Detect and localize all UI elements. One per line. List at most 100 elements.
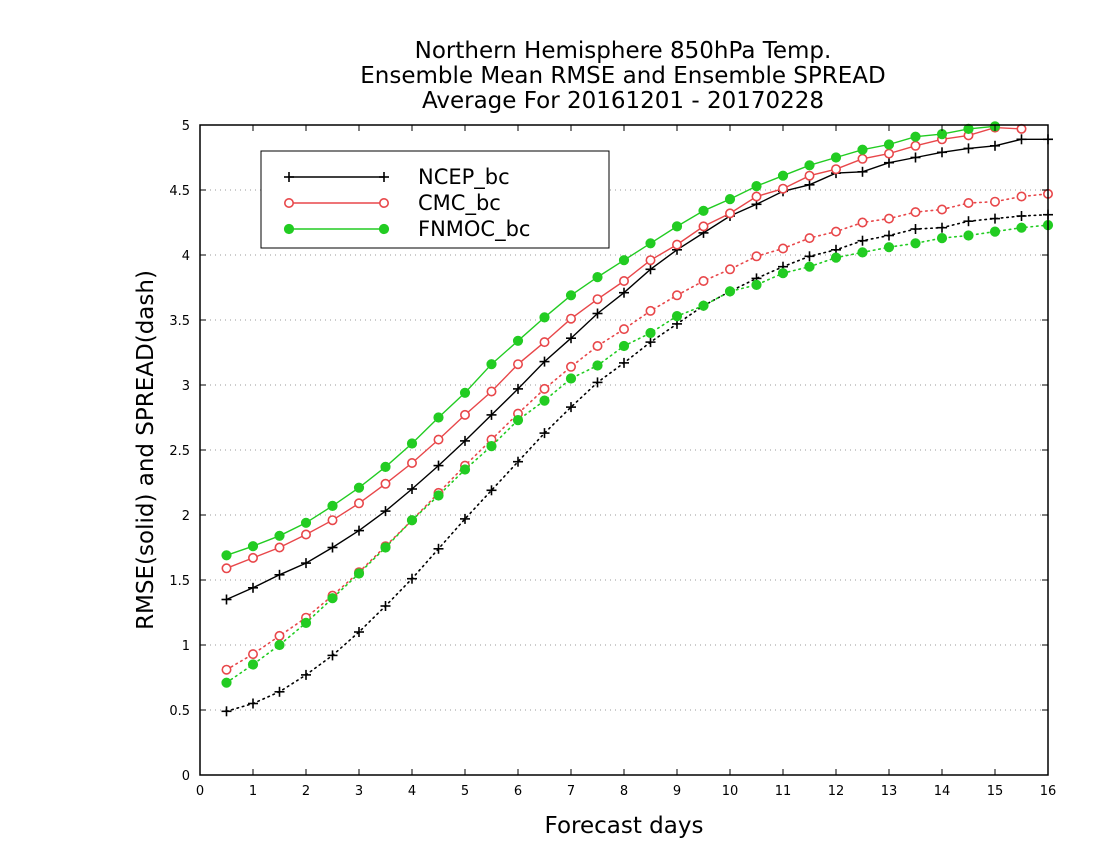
rmse-point-NCEP_bc	[513, 383, 523, 394]
spread-point-CMC_bc	[883, 213, 894, 224]
spread-point-CMC_bc	[274, 630, 285, 641]
rmse-point-NCEP_bc	[937, 147, 947, 158]
spread-point-FNMOC_bc	[857, 247, 868, 258]
spread-point-CMC_bc	[1016, 191, 1027, 202]
spread-point-CMC_bc	[777, 243, 788, 254]
spread-point-FNMOC_bc	[353, 568, 365, 579]
rmse-point-FNMOC_bc	[698, 205, 709, 216]
rmse-point-CMC_bc	[830, 164, 841, 175]
rmse-point-NCEP_bc	[221, 594, 232, 605]
spread-point-FNMOC_bc	[830, 252, 842, 263]
spread-point-FNMOC_bc	[247, 659, 259, 670]
rmse-point-CMC_bc	[804, 170, 815, 181]
rmse-point-CMC_bc	[565, 313, 576, 324]
spread-point-CMC_bc	[592, 340, 603, 351]
rmse-point-CMC_bc	[1016, 123, 1027, 134]
spread-point-CMC_bc	[565, 361, 576, 372]
spread-point-NCEP_bc	[884, 230, 894, 241]
x-tick-label: 1	[249, 784, 257, 799]
spread-point-CMC_bc	[645, 305, 656, 316]
legend-marker	[284, 172, 294, 182]
rmse-point-CMC_bc	[777, 183, 788, 194]
spread-point-FNMOC_bc	[883, 242, 895, 253]
y-tick-label: 3	[182, 379, 190, 394]
spread-point-NCEP_bc	[301, 669, 311, 680]
spread-point-FNMOC_bc	[777, 268, 789, 279]
legend-item-FNMOC_bc: FNMOC_bc	[283, 217, 530, 242]
spread-point-FNMOC_bc	[221, 677, 232, 688]
rmse-point-NCEP_bc	[327, 542, 338, 553]
x-tick-label: 10	[722, 784, 739, 799]
rmse-point-FNMOC_bc	[274, 530, 285, 541]
x-tick-label: 8	[620, 784, 628, 799]
y-tick-label: 4.5	[169, 184, 190, 199]
rmse-point-FNMOC_bc	[751, 181, 762, 192]
x-tick-label: 3	[355, 784, 363, 799]
y-tick-label: 4	[182, 249, 190, 264]
rmse-point-CMC_bc	[539, 337, 550, 348]
spread-point-FNMOC_bc	[963, 230, 974, 241]
rmse-point-NCEP_bc	[857, 166, 868, 177]
spread-point-NCEP_bc	[486, 485, 497, 496]
spread-point-NCEP_bc	[804, 251, 815, 262]
spread-point-FNMOC_bc	[433, 490, 444, 501]
rmse-point-CMC_bc	[433, 434, 444, 445]
rmse-point-CMC_bc	[857, 153, 868, 164]
spread-point-FNMOC_bc	[724, 286, 736, 297]
legend-marker	[378, 198, 389, 209]
legend-item-CMC_bc: CMC_bc	[283, 191, 501, 216]
spread-point-CMC_bc	[724, 264, 735, 275]
rmse-point-NCEP_bc	[407, 484, 417, 494]
y-axis-label: RMSE(solid) and SPREAD(dash)	[133, 270, 159, 630]
rmse-point-FNMOC_bc	[857, 144, 868, 155]
spread-point-NCEP_bc	[619, 357, 629, 368]
rmse-point-FNMOC_bc	[618, 255, 630, 266]
rmse-point-FNMOC_bc	[353, 482, 365, 493]
rmse-point-FNMOC_bc	[327, 500, 338, 511]
x-tick-label: 14	[934, 784, 951, 799]
spread-point-FNMOC_bc	[751, 279, 762, 290]
rmse-point-NCEP_bc	[274, 569, 285, 580]
spread-point-CMC_bc	[248, 649, 259, 660]
rmse-point-CMC_bc	[592, 294, 603, 305]
rmse-point-FNMOC_bc	[804, 160, 815, 171]
legend-label: FNMOC_bc	[418, 217, 530, 242]
rmse-point-FNMOC_bc	[247, 541, 259, 552]
spread-point-FNMOC_bc	[380, 542, 391, 553]
x-tick-label: 0	[196, 784, 204, 799]
rmse-point-FNMOC_bc	[592, 272, 603, 283]
axis-ticks: 0 1 2 3 4 5 6 7 8 9 10 11 12 13 14 15 1600.511.522.533.5…	[169, 119, 1056, 799]
legend-label: NCEP_bc	[418, 165, 510, 190]
rmse-point-FNMOC_bc	[645, 238, 656, 249]
spread-point-NCEP_bc	[910, 224, 921, 234]
spread-point-CMC_bc	[698, 275, 709, 286]
rmse-point-NCEP_bc	[963, 143, 974, 154]
rmse-point-CMC_bc	[618, 275, 629, 286]
rmse-point-NCEP_bc	[380, 506, 391, 517]
spread-point-NCEP_bc	[592, 377, 603, 388]
rmse-point-FNMOC_bc	[486, 359, 497, 370]
rmse-point-NCEP_bc	[592, 308, 603, 319]
spread-point-CMC_bc	[910, 207, 921, 218]
y-tick-label: 5	[182, 119, 190, 134]
rmse-point-CMC_bc	[380, 478, 391, 489]
spread-point-NCEP_bc	[566, 402, 576, 413]
series-FNMOC_bc	[221, 121, 1054, 688]
rmse-point-NCEP_bc	[354, 525, 364, 536]
spread-point-FNMOC_bc	[671, 311, 683, 322]
legend-item-NCEP_bc: NCEP_bc	[284, 165, 510, 190]
rmse-line-NCEP_bc	[226, 138, 1048, 601]
rmse-point-CMC_bc	[671, 239, 682, 250]
spread-point-NCEP_bc	[1016, 211, 1027, 221]
spread-point-FNMOC_bc	[645, 327, 656, 339]
series-NCEP_bc	[221, 134, 1053, 717]
rmse-point-CMC_bc	[274, 542, 285, 553]
x-tick-label: 11	[775, 784, 792, 799]
spread-point-FNMOC_bc	[406, 515, 418, 526]
rmse-point-CMC_bc	[300, 529, 311, 540]
spread-point-FNMOC_bc	[698, 300, 709, 311]
spread-point-NCEP_bc	[354, 627, 364, 637]
legend-label: CMC_bc	[418, 191, 501, 216]
spread-point-NCEP_bc	[433, 543, 444, 554]
spread-point-FNMOC_bc	[512, 415, 524, 426]
